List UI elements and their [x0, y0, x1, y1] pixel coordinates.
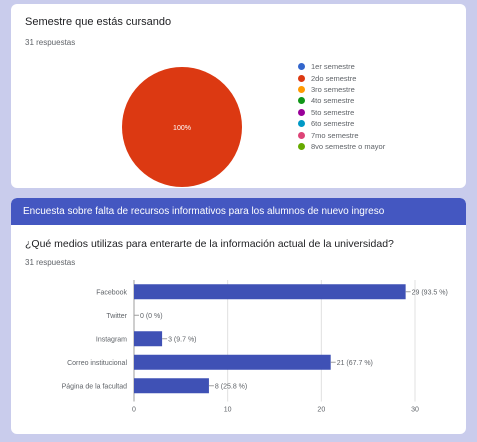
- legend-label: 6to semestre: [311, 119, 355, 129]
- category-label: Página de la facultad: [62, 383, 127, 390]
- legend-swatch: [298, 85, 305, 93]
- legend-item: 8vo semestre o mayor: [298, 141, 385, 152]
- pie-slice: [122, 67, 242, 187]
- category-label: Twitter: [106, 313, 127, 320]
- legend-swatch: [298, 131, 305, 139]
- pie-legend: 1er semestre 2do semestre 3ro semestre 4to …: [298, 61, 385, 152]
- category-label: Correo institucional: [67, 360, 127, 367]
- legend-swatch: [298, 142, 305, 150]
- data-label: 8 (25.8 %): [215, 383, 247, 390]
- question-title: Semestre que estás cursando: [25, 16, 172, 28]
- legend-swatch: [298, 120, 305, 128]
- data-label: 21 (67.7 %): [337, 360, 373, 367]
- x-tick-label: 30: [411, 407, 419, 414]
- question-card-semestre: Semestre que estás cursando 31 respuesta…: [11, 4, 466, 188]
- response-count: 31 respuestas: [25, 258, 76, 267]
- bar: [134, 378, 209, 394]
- bar-chart: 0 10 20 30 Facebook 29 (93.5 %) Twitter 0 (0 %)…: [62, 280, 448, 414]
- legend-label: 5to semestre: [311, 107, 355, 117]
- x-tick-label: 10: [224, 407, 232, 414]
- data-label: 0 (0 %): [140, 313, 163, 320]
- legend-label: 8vo semestre o mayor: [311, 141, 386, 151]
- legend-swatch: [298, 63, 305, 71]
- section-header: Encuesta sobre falta de recursos informa…: [11, 198, 466, 225]
- pie-slice-label: 100%: [173, 125, 191, 132]
- data-label: 3 (9.7 %): [168, 336, 196, 343]
- legend-label: 1er semestre: [311, 62, 355, 72]
- x-tick-label: 20: [317, 407, 325, 414]
- question-card-medios: Encuesta sobre falta de recursos informa…: [11, 198, 466, 434]
- legend-item: 3ro semestre: [298, 84, 385, 95]
- bar: [134, 284, 406, 300]
- response-count: 31 respuestas: [25, 38, 76, 47]
- category-label: Facebook: [96, 289, 127, 296]
- legend-label: 2do semestre: [311, 73, 357, 83]
- legend-label: 4to semestre: [311, 96, 355, 106]
- pie-chart: 100%: [122, 67, 242, 187]
- legend-swatch: [298, 108, 305, 116]
- legend-label: 7mo semestre: [311, 130, 359, 140]
- legend-label: 3ro semestre: [311, 84, 355, 94]
- bar: [134, 331, 163, 347]
- legend-item: 2do semestre: [298, 72, 385, 83]
- legend-item: 4to semestre: [298, 95, 385, 106]
- legend-item: 7mo semestre: [298, 129, 385, 140]
- question-title: ¿Qué medios utilizas para enterarte de l…: [25, 238, 394, 250]
- legend-swatch: [298, 74, 305, 82]
- category-label: Instagram: [96, 336, 127, 343]
- legend-item: 1er semestre: [298, 61, 385, 72]
- legend-item: 6to semestre: [298, 118, 385, 129]
- legend-item: 5to semestre: [298, 107, 385, 118]
- x-tick-label: 0: [132, 407, 136, 414]
- data-label: 29 (93.5 %): [412, 289, 448, 296]
- legend-swatch: [298, 97, 305, 105]
- bar: [134, 354, 331, 370]
